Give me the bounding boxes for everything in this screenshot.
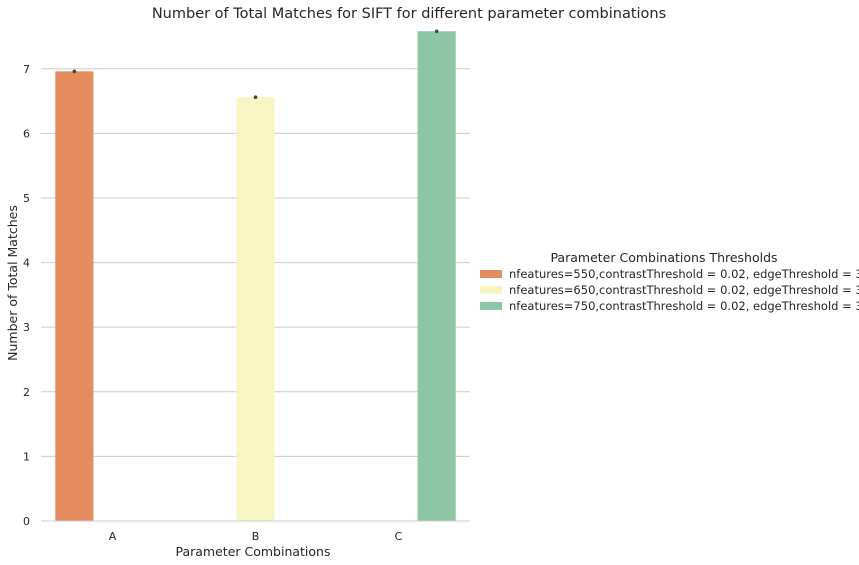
y-axis-ticks: 0 1 2 3 4 5 6 7 [23,63,30,528]
error-bar-marker [434,29,439,34]
y-axis-label: Number of Total Matches [5,205,20,361]
legend: Parameter Combinations Thresholds nfeatu… [480,250,859,313]
y-tick-label: 5 [23,192,30,205]
legend-swatch [480,286,502,294]
legend-swatch [480,302,502,310]
y-tick-label: 2 [23,386,30,399]
legend-item-label: nfeatures=650,contrastThreshold = 0.02, … [509,283,859,297]
error-bar-marker [253,95,258,99]
legend-item-label: nfeatures=750,contrastThreshold = 0.02, … [509,299,859,313]
x-tick-label: A [109,530,117,543]
error-bar-marker [72,69,77,74]
y-tick-label: 1 [23,450,30,463]
x-axis-label: Parameter Combinations [175,544,330,559]
y-tick-label: 0 [23,515,30,528]
bar [55,71,94,522]
y-tick-label: 7 [23,63,30,76]
y-tick-label: 3 [23,321,30,334]
y-tick-label: 6 [23,127,30,140]
chart-title: Number of Total Matches for SIFT for dif… [152,6,666,22]
y-tick-label: 4 [23,257,30,270]
legend-title: Parameter Combinations Thresholds [550,250,777,265]
x-axis-ticks: A B C [109,530,403,543]
x-tick-label: B [252,530,260,543]
legend-item-label: nfeatures=550,contrastThreshold = 0.02, … [509,267,859,281]
bars [55,29,456,522]
bar [417,31,456,521]
x-tick-label: C [395,530,403,543]
bar [236,97,275,521]
legend-swatch [480,270,502,278]
